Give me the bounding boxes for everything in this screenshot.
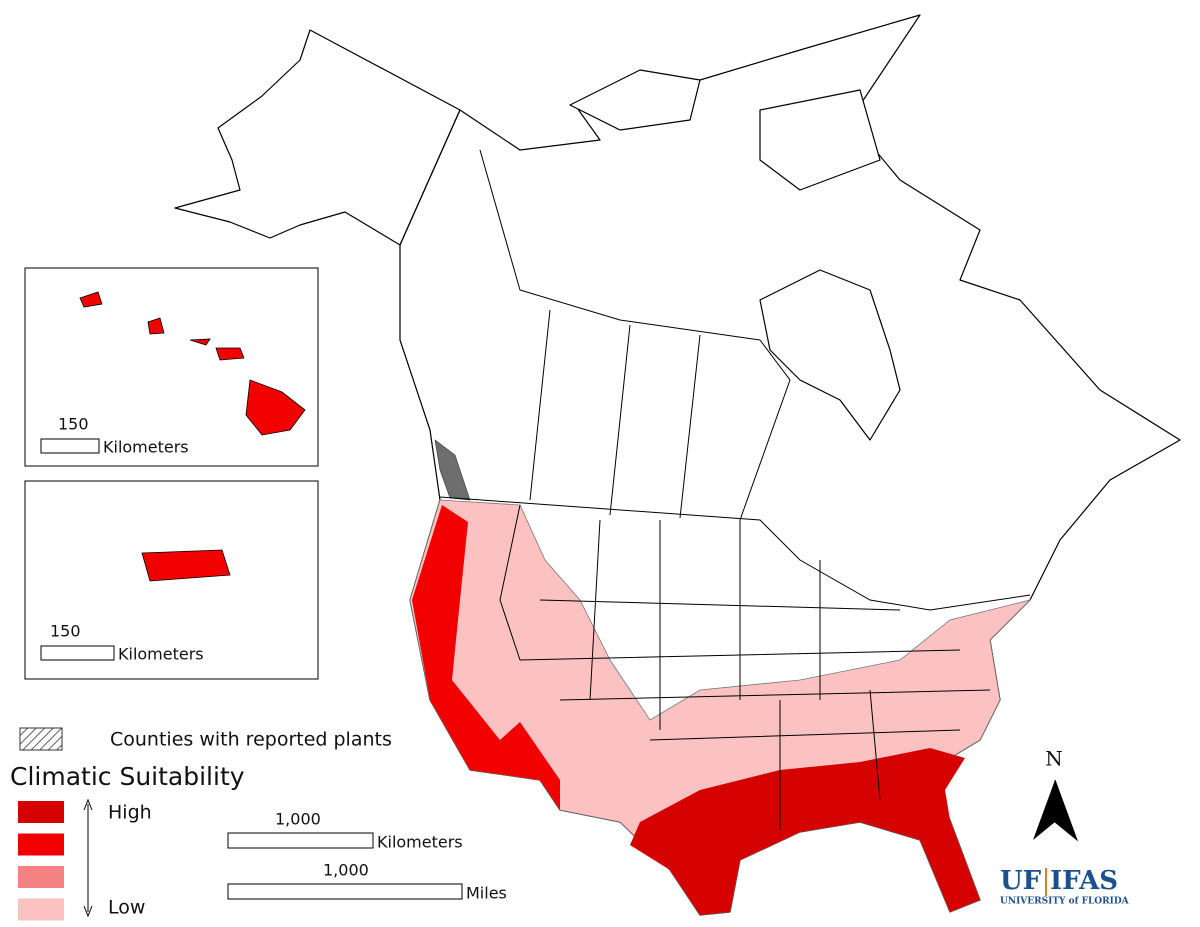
legend-swatch bbox=[18, 801, 64, 823]
hudson-bay bbox=[759, 269, 901, 441]
hawaii-island bbox=[79, 291, 306, 436]
legend-low: Low bbox=[108, 897, 145, 919]
logo-uf: UF bbox=[1000, 866, 1042, 896]
high-suitability-region bbox=[412, 505, 560, 810]
country-border bbox=[399, 109, 1031, 611]
scale-unit: Kilometers bbox=[377, 833, 463, 852]
scale-unit: Kilometers bbox=[103, 438, 189, 457]
arctic-island bbox=[569, 69, 701, 131]
alaska bbox=[174, 29, 461, 246]
scale-bar bbox=[40, 645, 115, 661]
legend-swatches bbox=[18, 801, 64, 921]
reported-counties bbox=[434, 439, 471, 501]
scale-bar bbox=[227, 832, 374, 849]
legend-title: Climatic Suitability bbox=[10, 762, 245, 791]
scale-unit: Kilometers bbox=[118, 645, 204, 664]
north-arrow bbox=[1054, 779, 1079, 842]
scale-label: 150 bbox=[50, 622, 81, 641]
north-arrow bbox=[1033, 780, 1055, 840]
legend-swatch bbox=[18, 866, 64, 888]
puerto-rico-island bbox=[141, 549, 231, 582]
scale-bar bbox=[40, 438, 100, 454]
scale-label: 1,000 bbox=[323, 861, 369, 880]
legend-arrowheads bbox=[83, 798, 93, 918]
legend-swatch bbox=[18, 898, 64, 921]
logo-ifas: IFAS bbox=[1050, 866, 1118, 896]
arctic-island bbox=[759, 89, 881, 191]
legend-swatch bbox=[18, 833, 64, 856]
scale-bar bbox=[227, 883, 463, 900]
hatch-label: Counties with reported plants bbox=[110, 729, 392, 751]
high-suitability-region bbox=[630, 748, 980, 915]
hawaii-inset bbox=[24, 267, 319, 467]
hatch-swatch bbox=[19, 727, 63, 751]
scale-unit: Miles bbox=[466, 884, 507, 903]
logo-university: UNIVERSITY of FLORIDA bbox=[1000, 897, 1130, 907]
legend-high: High bbox=[108, 802, 152, 824]
scale-label: 150 bbox=[58, 415, 89, 434]
state-borders bbox=[479, 149, 991, 830]
scale-label: 1,000 bbox=[275, 810, 321, 829]
north-label: N bbox=[1045, 747, 1063, 771]
